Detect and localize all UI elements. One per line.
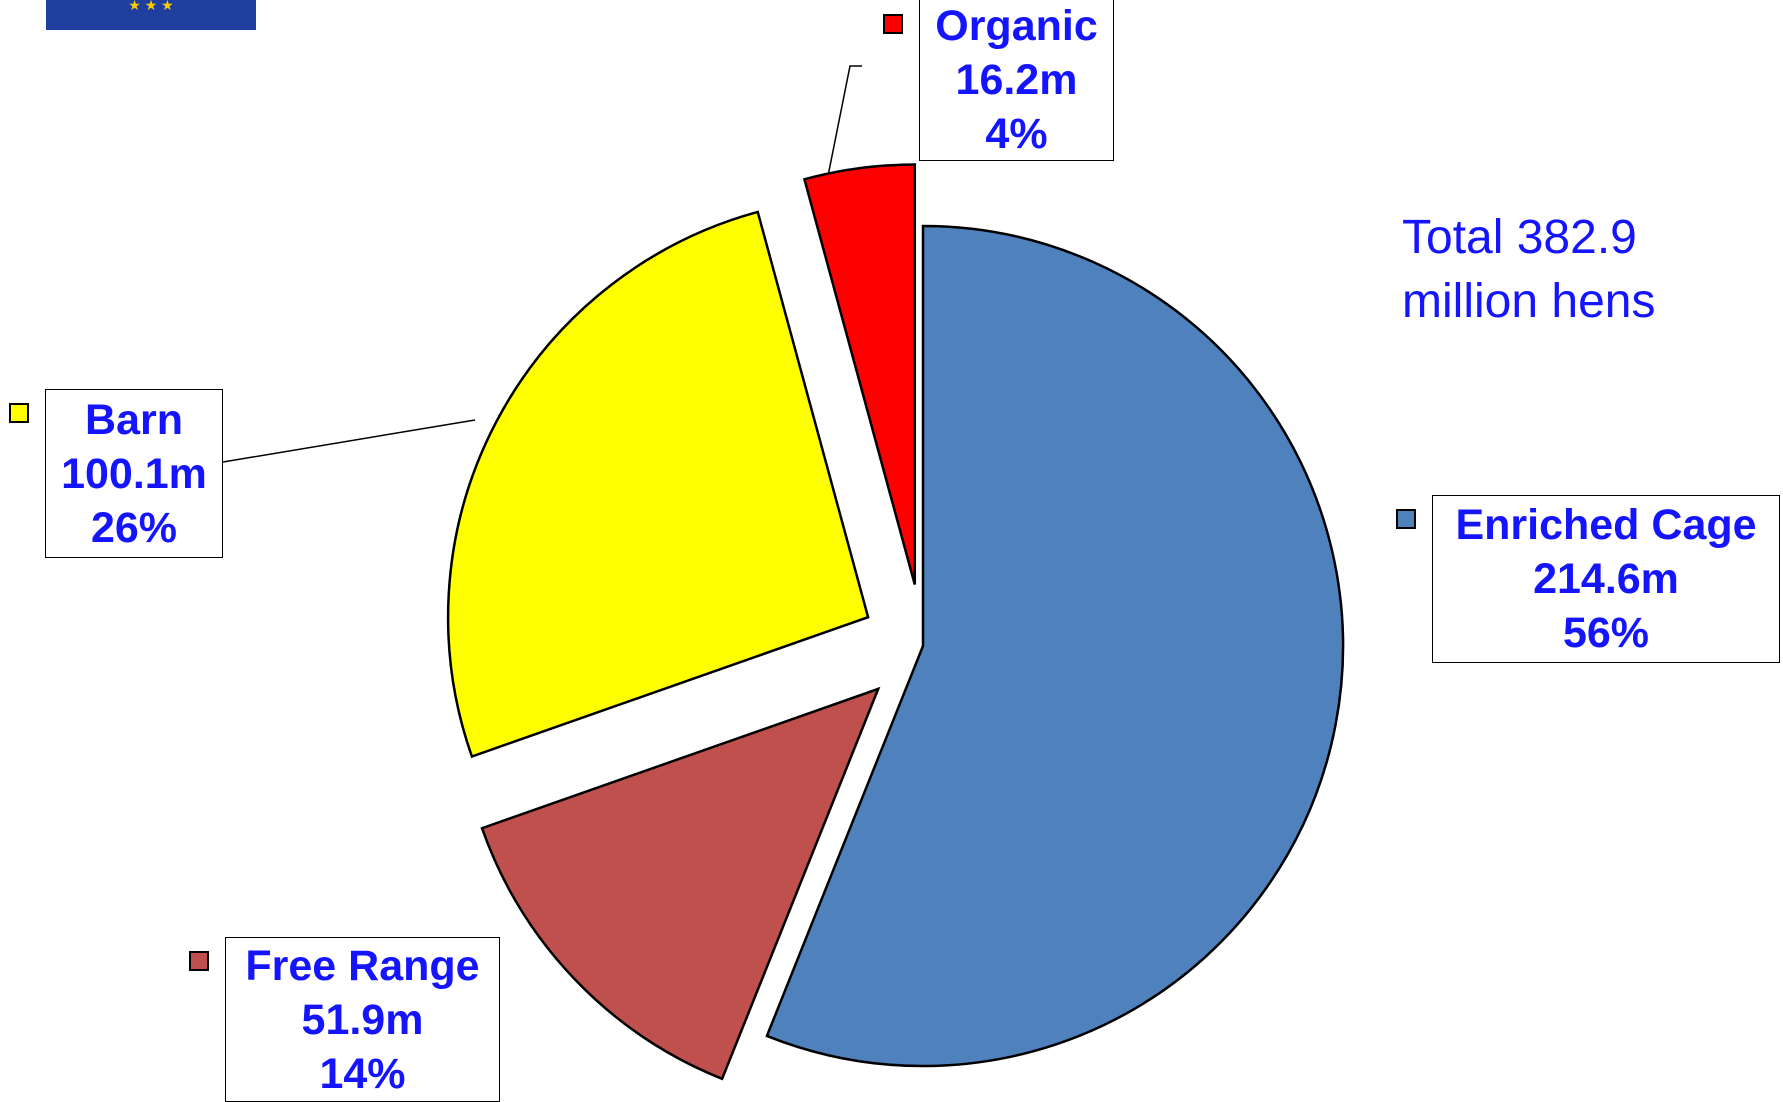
pie-slice — [480, 686, 881, 1081]
legend-key — [189, 951, 209, 971]
svg-text:★ ★ ★: ★ ★ ★ — [128, 0, 173, 13]
label-percent: 14% — [319, 1049, 406, 1098]
data-label: Free Range 51.9m 14% — [225, 937, 500, 1102]
label-name: Free Range — [245, 941, 480, 990]
pie-slice — [802, 163, 917, 585]
label-percent: 4% — [985, 109, 1048, 158]
label-percent: 26% — [90, 503, 178, 552]
label-percent: 56% — [1562, 609, 1650, 657]
pie-slice — [446, 210, 870, 759]
data-label: Organic 16.2m 4% — [919, 0, 1114, 161]
label-value: 51.9m — [301, 995, 424, 1044]
pie-slice — [765, 224, 1345, 1068]
legend-key — [883, 14, 903, 34]
label-value: 16.2m — [955, 55, 1078, 104]
label-name: Barn — [85, 395, 183, 444]
legend-key — [9, 403, 29, 423]
data-label: Barn 100.1m 26% — [45, 389, 223, 558]
label-name: Organic — [935, 1, 1098, 50]
annotation: Total 382.9 million hens — [1402, 211, 1656, 328]
legend-key — [1396, 509, 1416, 529]
leader-line — [222, 419, 476, 463]
label-value: 100.1m — [61, 449, 207, 498]
label-name: Enriched Cage — [1455, 501, 1757, 549]
eu-flag: ★ ★ ★ — [46, 0, 256, 30]
leader-line — [825, 65, 862, 187]
label-value: 214.6m — [1533, 555, 1679, 603]
data-label: Enriched Cage 214.6m 56% — [1432, 495, 1780, 663]
